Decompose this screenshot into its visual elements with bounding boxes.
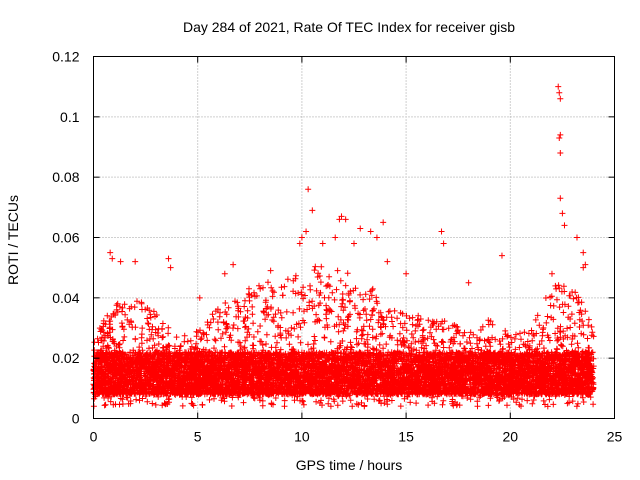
data-point bbox=[438, 228, 445, 235]
data-point bbox=[548, 270, 555, 277]
x-tick-label: 20 bbox=[503, 429, 519, 445]
data-point bbox=[319, 240, 326, 247]
data-point bbox=[336, 216, 343, 223]
data-point bbox=[332, 234, 339, 241]
data-point bbox=[298, 234, 305, 241]
y-tick-label: 0.02 bbox=[52, 350, 79, 366]
data-point bbox=[465, 279, 472, 286]
data-point bbox=[384, 258, 391, 265]
y-tick-label: 0.12 bbox=[52, 49, 79, 65]
x-tick-label: 25 bbox=[607, 429, 623, 445]
data-point bbox=[580, 249, 587, 256]
data-point bbox=[440, 240, 447, 247]
axes: 0 5 10 15 20 25 0 0.02 0.04 0.06 0.08 0.1 0.12 bbox=[52, 49, 622, 445]
y-axis-label: ROTI / TECUs bbox=[5, 195, 21, 285]
data-point bbox=[132, 258, 139, 265]
y-tick-label: 0.06 bbox=[52, 230, 79, 246]
data-point bbox=[557, 150, 564, 157]
data-point bbox=[380, 219, 387, 226]
plot-frame bbox=[93, 56, 615, 419]
x-tick-label: 5 bbox=[194, 429, 202, 445]
data-point bbox=[267, 267, 274, 274]
data-point bbox=[556, 134, 563, 141]
data-point bbox=[555, 83, 562, 90]
data-point bbox=[557, 95, 564, 102]
data-point bbox=[230, 261, 237, 268]
data-point bbox=[580, 264, 587, 271]
data-point bbox=[309, 207, 316, 214]
data-point bbox=[351, 240, 357, 247]
data-point bbox=[557, 131, 564, 138]
data-point bbox=[403, 270, 410, 277]
data-point bbox=[582, 261, 589, 268]
x-tick-label: 10 bbox=[294, 429, 310, 445]
data-point bbox=[373, 234, 380, 241]
data-point bbox=[117, 258, 124, 265]
data-point bbox=[561, 222, 568, 229]
data-point bbox=[556, 89, 563, 96]
data-point bbox=[303, 228, 310, 235]
data-point bbox=[305, 186, 312, 193]
y-tick-label: 0.04 bbox=[52, 290, 79, 306]
data-point bbox=[221, 270, 228, 277]
y-tick-label: 0.1 bbox=[60, 109, 80, 125]
data-point bbox=[559, 210, 566, 217]
scatter-point-cloud bbox=[90, 263, 597, 410]
x-axis-label: GPS time / hours bbox=[296, 457, 403, 473]
data-point bbox=[498, 252, 505, 259]
data-point bbox=[357, 225, 364, 232]
x-tick-label: 0 bbox=[90, 429, 98, 445]
data-point bbox=[165, 255, 172, 262]
data-point bbox=[296, 240, 303, 247]
data-point bbox=[109, 255, 116, 262]
data-point bbox=[167, 264, 174, 271]
data-point bbox=[367, 228, 374, 235]
y-tick-label: 0 bbox=[72, 411, 80, 427]
x-tick-label: 15 bbox=[398, 429, 414, 445]
data-point bbox=[338, 213, 345, 220]
data-point bbox=[557, 195, 564, 202]
chart-title: Day 284 of 2021, Rate Of TEC Index for r… bbox=[183, 19, 515, 35]
data-point bbox=[196, 294, 203, 301]
data-point bbox=[573, 234, 580, 241]
data-point bbox=[107, 249, 114, 256]
data-points bbox=[90, 83, 597, 410]
data-point bbox=[342, 216, 349, 223]
y-tick-label: 0.08 bbox=[52, 169, 79, 185]
